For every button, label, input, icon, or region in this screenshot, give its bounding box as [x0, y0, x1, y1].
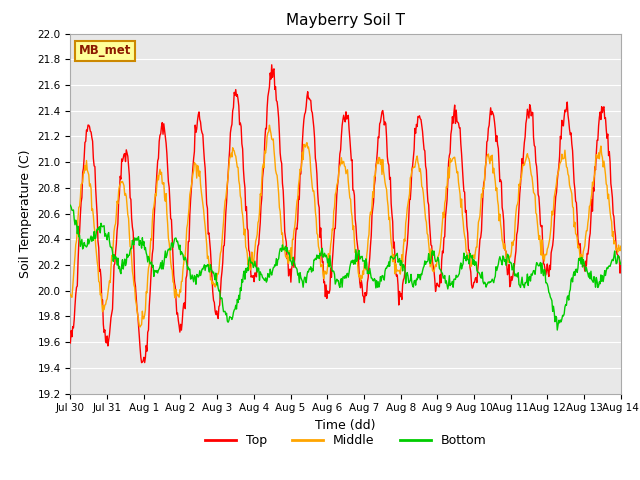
- Text: MB_met: MB_met: [79, 44, 131, 58]
- X-axis label: Time (dd): Time (dd): [316, 419, 376, 432]
- Legend: Top, Middle, Bottom: Top, Middle, Bottom: [200, 429, 492, 452]
- Y-axis label: Soil Temperature (C): Soil Temperature (C): [19, 149, 32, 278]
- Title: Mayberry Soil T: Mayberry Soil T: [286, 13, 405, 28]
